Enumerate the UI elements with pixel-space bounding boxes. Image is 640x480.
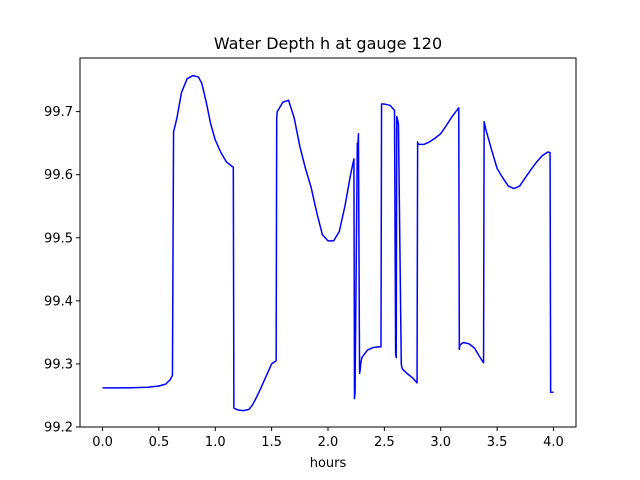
plot-area xyxy=(102,74,554,412)
x-tick-label: 2.5 xyxy=(374,435,395,450)
y-tick-label: 99.2 xyxy=(44,421,73,436)
axes-frame xyxy=(79,57,577,428)
y-axis-ticks: 99.2 99.3 99.4 99.5 99.6 99.7 xyxy=(44,105,80,436)
x-axis-ticks: 0.0 0.5 1.0 1.5 2.0 2.5 3.0 3.5 4.0 xyxy=(92,427,564,450)
y-tick-label: 99.7 xyxy=(44,105,73,120)
y-tick-label: 99.6 xyxy=(44,168,73,183)
y-tick-label: 99.5 xyxy=(44,231,73,246)
x-tick-label: 0.0 xyxy=(92,435,113,450)
x-tick-label: 1.5 xyxy=(261,435,282,450)
x-axis-label: hours xyxy=(310,456,347,471)
y-tick-label: 99.4 xyxy=(44,294,73,309)
y-tick-label: 99.3 xyxy=(44,357,73,372)
x-tick-label: 2.0 xyxy=(318,435,339,450)
x-tick-label: 0.5 xyxy=(149,435,170,450)
x-tick-label: 1.0 xyxy=(205,435,226,450)
x-tick-label: 4.0 xyxy=(543,435,564,450)
chart-title: Water Depth h at gauge 120 xyxy=(214,34,442,53)
x-tick-label: 3.5 xyxy=(487,435,508,450)
series-line-0 xyxy=(102,74,554,412)
x-tick-label: 3.0 xyxy=(430,435,451,450)
